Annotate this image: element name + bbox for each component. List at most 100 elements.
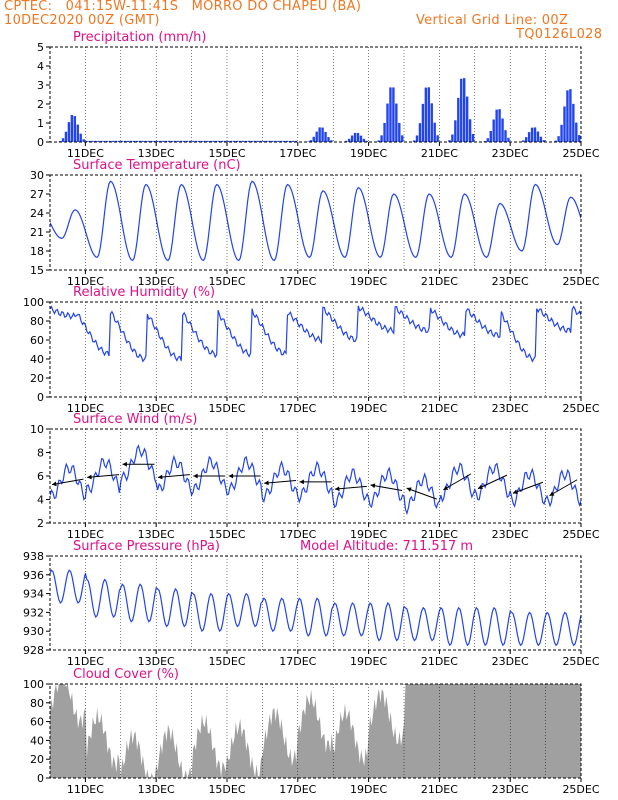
precip-bar (153, 140, 156, 142)
precip-bar (454, 120, 457, 142)
y-tick-label: 3 (37, 79, 44, 92)
precip-bar (294, 140, 298, 142)
precip-bar (492, 119, 495, 142)
x-tick-label: 13DEC (138, 528, 175, 541)
precip-bar (389, 87, 392, 142)
precip-bar (188, 140, 192, 142)
precip-bar (501, 118, 504, 142)
precip-bar (530, 127, 534, 142)
precip-bar (215, 140, 218, 142)
y-tick-label: 932 (23, 606, 44, 619)
x-tick-label: 21DEC (421, 402, 458, 415)
precip-bar (200, 140, 203, 142)
precip-bar (64, 131, 68, 142)
x-tick-label: 15DEC (208, 147, 245, 160)
x-tick-label: 15DEC (208, 528, 245, 541)
x-tick-label: 13DEC (138, 275, 175, 288)
precip-bar (185, 140, 189, 142)
precip-bar (286, 140, 289, 142)
precip-bar (111, 140, 115, 142)
x-tick-label: 15DEC (208, 402, 245, 415)
precip-bar (162, 140, 165, 142)
precip-bar (421, 103, 425, 142)
precip-bar (120, 140, 124, 142)
precip-bar (460, 78, 463, 142)
precip-bar (126, 140, 130, 142)
precip-bar (109, 140, 112, 142)
wind-arrow-shaft (157, 474, 190, 478)
precip-bar (271, 140, 274, 142)
header-grid-note: Vertical Grid Line: 00Z (416, 13, 569, 28)
wind-arrow-shaft (334, 485, 367, 490)
y-tick-label: 936 (23, 569, 44, 582)
y-tick-label: 20 (30, 372, 44, 385)
cloud-cover-area (50, 684, 581, 778)
precip-bar (94, 140, 97, 142)
wind-arrow-head (477, 484, 483, 489)
precip-bar (566, 90, 569, 142)
header-run-code: TQ0126L028 (516, 27, 603, 42)
x-tick-label: 11DEC (67, 655, 104, 668)
precip-bar (73, 116, 76, 142)
x-tick-label: 25DEC (562, 783, 599, 796)
precip-bar (238, 140, 242, 142)
precip-bar (312, 136, 315, 142)
y-tick-label: 4 (37, 494, 44, 507)
wind-arrow-head (157, 474, 163, 480)
y-tick-label: 30 (30, 169, 44, 182)
panel-frame (49, 301, 582, 398)
precip-bar (572, 103, 575, 142)
wind-arrow-shaft (442, 473, 472, 491)
precip-bar (398, 122, 401, 142)
precip-bar (138, 140, 141, 142)
wind-arrow-shaft (370, 484, 403, 492)
precip-bar (560, 124, 563, 142)
x-tick-label: 17DEC (279, 275, 316, 288)
precip-bar (117, 140, 121, 142)
precip-bar (232, 140, 236, 142)
precip-bar (315, 131, 318, 142)
x-tick-label: 17DEC (279, 655, 316, 668)
precip-bar (85, 140, 88, 142)
precip-bar (147, 140, 150, 142)
precip-bar (353, 132, 357, 142)
precip-bar (309, 140, 312, 142)
precip-bar (229, 140, 233, 142)
wind-arrow-head (334, 486, 340, 492)
panel-title: Cloud Cover (%) (73, 667, 179, 682)
y-tick-label: 20 (30, 753, 44, 766)
precip-bar (457, 97, 460, 142)
y-tick-label: 5 (37, 41, 44, 54)
y-tick-label: 1 (37, 117, 44, 130)
precip-bar (356, 132, 360, 142)
precip-bar (350, 135, 354, 142)
precip-bar (386, 103, 389, 142)
precip-bar (156, 140, 159, 142)
wind-arrow-shaft (549, 479, 578, 497)
precip-bar (250, 140, 253, 142)
precip-bar (67, 122, 71, 142)
precip-bar (61, 138, 65, 142)
precip-bar (465, 96, 469, 142)
wind-arrow-head (193, 473, 198, 479)
x-tick-label: 19DEC (350, 402, 387, 415)
precip-bar (135, 140, 138, 142)
precip-bar (504, 130, 507, 142)
precip-bar (542, 140, 546, 142)
x-tick-label: 17DEC (279, 147, 316, 160)
precip-bar (221, 140, 224, 142)
precip-bar (79, 133, 82, 142)
x-tick-label: 13DEC (138, 655, 175, 668)
precip-bar (327, 137, 330, 142)
y-tick-label: 8 (37, 447, 44, 460)
wind-arrow-head (370, 483, 376, 489)
precip-bar (114, 140, 118, 142)
precip-bar (427, 87, 430, 142)
pressure-line (50, 569, 581, 647)
precip-bar (194, 140, 197, 142)
y-tick-label: 24 (30, 207, 44, 220)
x-tick-label: 23DEC (492, 402, 529, 415)
precip-bar (70, 114, 74, 142)
precip-bar (392, 87, 395, 142)
